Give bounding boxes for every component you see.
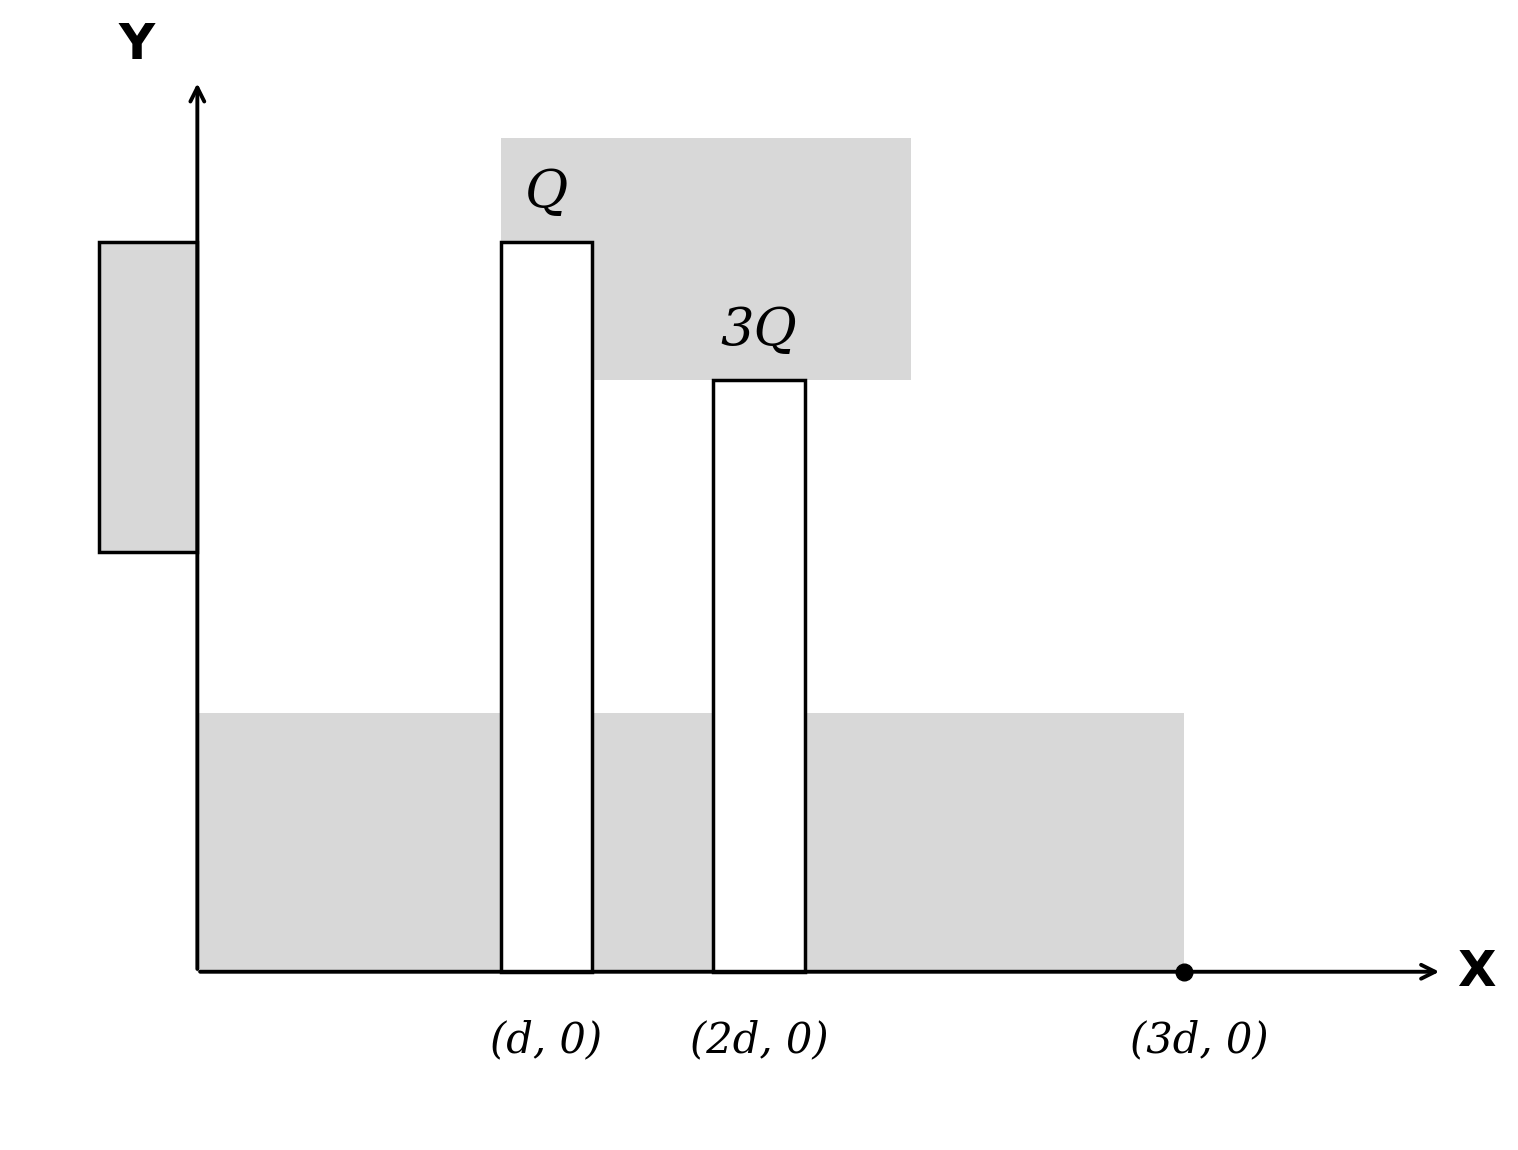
Bar (713, 380, 805, 972)
Text: Q: Q (525, 168, 568, 218)
Text: (2d, 0): (2d, 0) (689, 1020, 829, 1061)
Bar (99, 242, 197, 552)
Bar (197, 713, 1184, 972)
Text: (3d, 0): (3d, 0) (1129, 1020, 1269, 1061)
Bar (501, 138, 911, 380)
Bar (501, 242, 592, 972)
Text: (d, 0): (d, 0) (490, 1020, 603, 1061)
Text: X: X (1457, 948, 1495, 996)
Text: 3Q: 3Q (721, 306, 797, 356)
Text: Y: Y (118, 21, 155, 69)
